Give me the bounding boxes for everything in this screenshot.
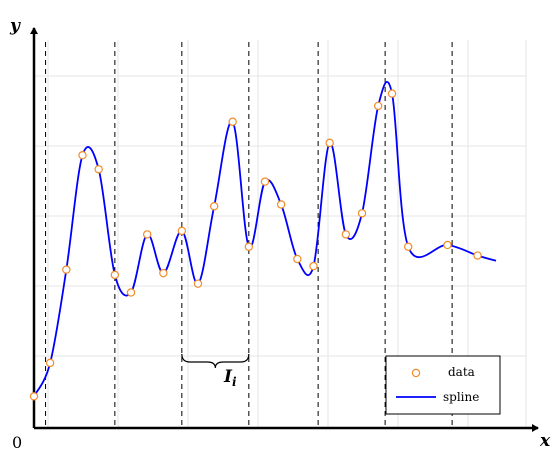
interval-label-subscript: i xyxy=(232,375,237,389)
data-point xyxy=(94,165,103,174)
data-point xyxy=(404,242,413,251)
interval-label: Ii xyxy=(223,367,237,389)
data-point xyxy=(62,265,71,274)
spline-series xyxy=(33,81,497,397)
legend-data-marker xyxy=(411,368,421,378)
axes xyxy=(30,27,539,432)
data-point xyxy=(126,288,136,297)
data-point xyxy=(387,89,397,98)
data-point xyxy=(159,268,168,278)
data-point xyxy=(228,117,237,126)
legend: data spline xyxy=(385,355,501,415)
data-point xyxy=(78,150,87,160)
legend-box xyxy=(385,355,501,415)
interval-brace xyxy=(181,353,250,369)
data-point xyxy=(276,200,286,209)
interval-bracket: Ii xyxy=(181,353,250,389)
data-point xyxy=(244,242,254,251)
data-point xyxy=(325,138,334,148)
data-point xyxy=(357,209,367,218)
data-point xyxy=(341,230,351,239)
data-point xyxy=(293,254,302,264)
legend-spline-label: spline xyxy=(443,390,479,404)
data-point xyxy=(177,226,187,236)
data-point xyxy=(45,358,55,368)
y-axis-label: y xyxy=(9,16,21,36)
data-point xyxy=(309,261,318,271)
data-point xyxy=(110,270,120,280)
interval-label-main: I xyxy=(223,367,233,387)
data-point xyxy=(142,230,152,239)
data-point xyxy=(443,240,452,250)
data-point xyxy=(193,279,203,288)
x-axis-label: x xyxy=(539,431,551,451)
data-point xyxy=(209,202,219,211)
data-point xyxy=(260,177,270,186)
legend-data-label: data xyxy=(448,365,475,379)
spline-line xyxy=(33,81,497,397)
data-point xyxy=(373,101,383,111)
data-series xyxy=(29,89,482,401)
origin-label: 0 xyxy=(12,433,22,452)
data-point xyxy=(473,251,482,260)
data-point xyxy=(29,392,39,401)
